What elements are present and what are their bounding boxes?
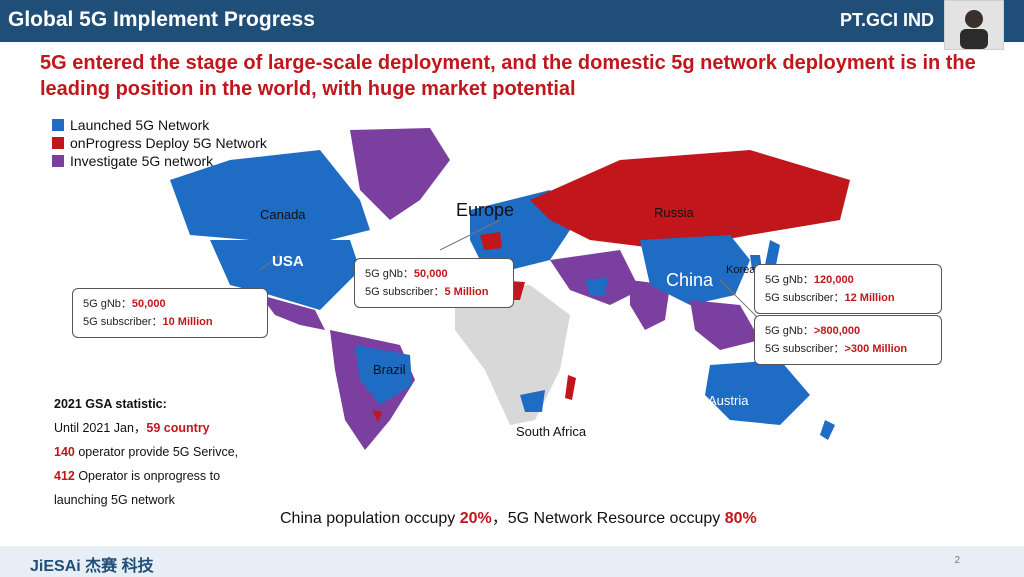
canada-shape (170, 150, 370, 240)
legend-label: Launched 5G Network (70, 117, 210, 133)
callout-china: 5G gNb：>800,000 5G subscriber：>300 Milli… (754, 315, 942, 365)
subscriber-value: 5 Million (444, 286, 489, 298)
usa-shape (210, 240, 360, 310)
legend-label: onProgress Deploy 5G Network (70, 135, 267, 151)
summary-mid: ，5G Network Resource occupy (491, 510, 725, 527)
gsa-statistics: 2021 GSA statistic: Until 2021 Jan，59 co… (54, 392, 238, 512)
legend-item: onProgress Deploy 5G Network (52, 134, 267, 152)
legend-swatch-purple (52, 155, 64, 167)
company-logo: JiESAi 杰赛 科技 (30, 558, 154, 575)
stats-line3-num: 412 (54, 469, 75, 483)
subscriber-value: >300 Million (844, 343, 908, 355)
page-number: 2 (954, 555, 960, 566)
legend-swatch-red (52, 137, 64, 149)
leader-line-china (719, 279, 761, 321)
leader-line-europe (439, 219, 501, 251)
mexico-shape (260, 295, 325, 330)
stats-line2-post: operator provide 5G Serivce, (74, 445, 239, 459)
stats-line4: launching 5G network (54, 493, 175, 507)
brazil-shape (355, 345, 412, 405)
callout-korea: 5G gNb：120,000 5G subscriber：12 Million (754, 264, 942, 314)
south-africa-shape (520, 390, 545, 412)
gnb-value: >800,000 (813, 325, 861, 337)
madagascar-shape (565, 375, 576, 400)
gnb-value: 50,000 (413, 268, 448, 280)
summary-pre: China population occupy (280, 510, 460, 527)
population-summary: China population occupy 20%，5G Network R… (280, 504, 757, 528)
gnb-value: 120,000 (813, 274, 854, 286)
japan-shape (765, 240, 780, 270)
map-label-brazil: Brazil (373, 362, 406, 377)
map-label-china: China (666, 270, 714, 290)
callout-usa: 5G gNb：50,000 5G subscriber：10 Million (72, 288, 268, 338)
legend-swatch-blue (52, 119, 64, 131)
footer: JiESAi 杰赛 科技 2 (0, 546, 1024, 577)
subscriber-label: 5G subscriber： (365, 286, 445, 298)
legend-label: Investigate 5G network (70, 153, 214, 169)
russia-shape (530, 150, 850, 250)
video-thumbnail[interactable] (944, 0, 1004, 50)
slide-title: Global 5G Implement Progress (8, 8, 315, 31)
subscriber-label: 5G subscriber： (765, 343, 845, 355)
stats-line3-post: Operator is onprogress to (74, 469, 221, 483)
gnb-label: 5G gNb： (83, 298, 132, 310)
legend-item: Launched 5G Network (52, 116, 267, 134)
gnb-label: 5G gNb： (765, 325, 814, 337)
greenland-shape (350, 128, 450, 220)
summary-pct2: 80% (724, 510, 757, 527)
gnb-value: 50,000 (131, 298, 166, 310)
map-label-usa: USA (272, 253, 304, 270)
stats-line2-num: 140 (54, 445, 75, 459)
legend: Launched 5G Network onProgress Deploy 5G… (52, 116, 267, 170)
map-label-canada: Canada (260, 207, 306, 222)
map-label-korea: Korea (726, 264, 756, 276)
australia-shape (705, 360, 810, 425)
subscriber-value: 12 Million (844, 292, 895, 304)
title-bar: Global 5G Implement Progress PT.GCI IND (0, 0, 1024, 42)
africa-shape (455, 285, 570, 425)
leader-line-usa (259, 254, 281, 271)
legend-item: Investigate 5G network (52, 152, 267, 170)
headline: 5G entered the stage of large-scale depl… (40, 52, 976, 100)
gnb-label: 5G gNb： (765, 274, 814, 286)
summary-pct1: 20% (459, 510, 492, 527)
subscriber-label: 5G subscriber： (765, 292, 845, 304)
india-shape (630, 280, 670, 330)
europe-red-shape (480, 232, 502, 250)
person-icon (960, 10, 988, 49)
uruguay-shape (372, 410, 382, 422)
subscriber-value: 10 Million (162, 316, 213, 328)
stats-title: 2021 GSA statistic: (54, 397, 167, 411)
stats-line1-pre: Until 2021 Jan， (54, 421, 147, 435)
map-label-russia: Russia (654, 205, 694, 220)
brand-text: PT.GCI IND (839, 10, 934, 30)
middle-east-shape (550, 250, 640, 305)
gulf-blue-shape (585, 278, 608, 295)
map-label-austria: Austria (708, 393, 749, 408)
china-shape (640, 235, 750, 305)
new-zealand-shape (820, 420, 835, 440)
stats-line1-num: 59 country (146, 421, 210, 435)
world-map (170, 128, 850, 450)
subscriber-label: 5G subscriber： (83, 316, 163, 328)
map-label-south-africa: South Africa (516, 424, 587, 439)
callout-europe: 5G gNb：50,000 5G subscriber：5 Million (354, 258, 514, 308)
gnb-label: 5G gNb： (365, 268, 414, 280)
map-label-europe: Europe (456, 200, 515, 220)
se-asia-shape (690, 300, 760, 350)
